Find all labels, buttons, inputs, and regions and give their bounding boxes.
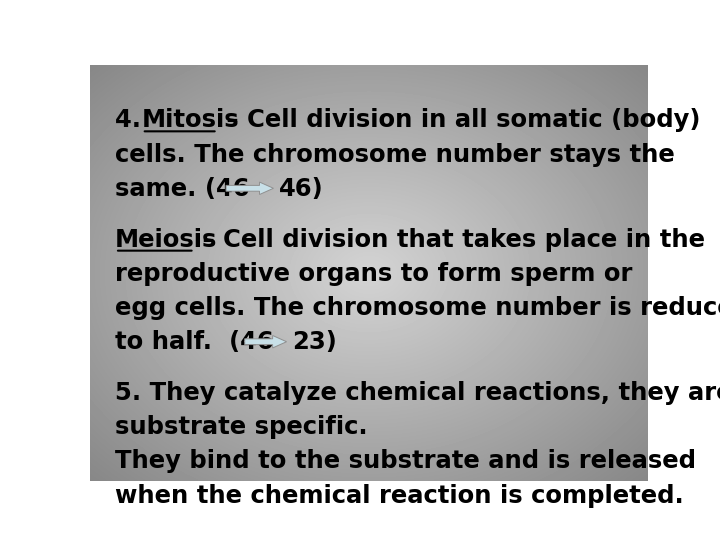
Text: reproductive organs to form sperm or: reproductive organs to form sperm or [115, 262, 632, 286]
Text: They bind to the substrate and is released: They bind to the substrate and is releas… [115, 449, 696, 474]
Text: – Cell division in all somatic (body): – Cell division in all somatic (body) [217, 109, 700, 132]
Text: 23): 23) [292, 330, 337, 354]
Text: egg cells. The chromosome number is reduced: egg cells. The chromosome number is redu… [115, 296, 720, 320]
Text: substrate specific.: substrate specific. [115, 415, 368, 440]
Text: same. (46: same. (46 [115, 177, 258, 201]
Text: cells. The chromosome number stays the: cells. The chromosome number stays the [115, 143, 675, 166]
Text: 4.: 4. [115, 109, 150, 132]
Text: Meiosis: Meiosis [115, 228, 217, 252]
Text: Mitosis: Mitosis [142, 109, 240, 132]
Text: 5. They catalyze chemical reactions, they are: 5. They catalyze chemical reactions, the… [115, 381, 720, 405]
FancyArrow shape [226, 182, 274, 194]
Text: 46): 46) [279, 177, 324, 201]
Text: to half.  (46: to half. (46 [115, 330, 282, 354]
FancyArrow shape [245, 335, 287, 348]
Text: – Cell division that takes place in the: – Cell division that takes place in the [194, 228, 706, 252]
Text: when the chemical reaction is completed.: when the chemical reaction is completed. [115, 483, 684, 508]
